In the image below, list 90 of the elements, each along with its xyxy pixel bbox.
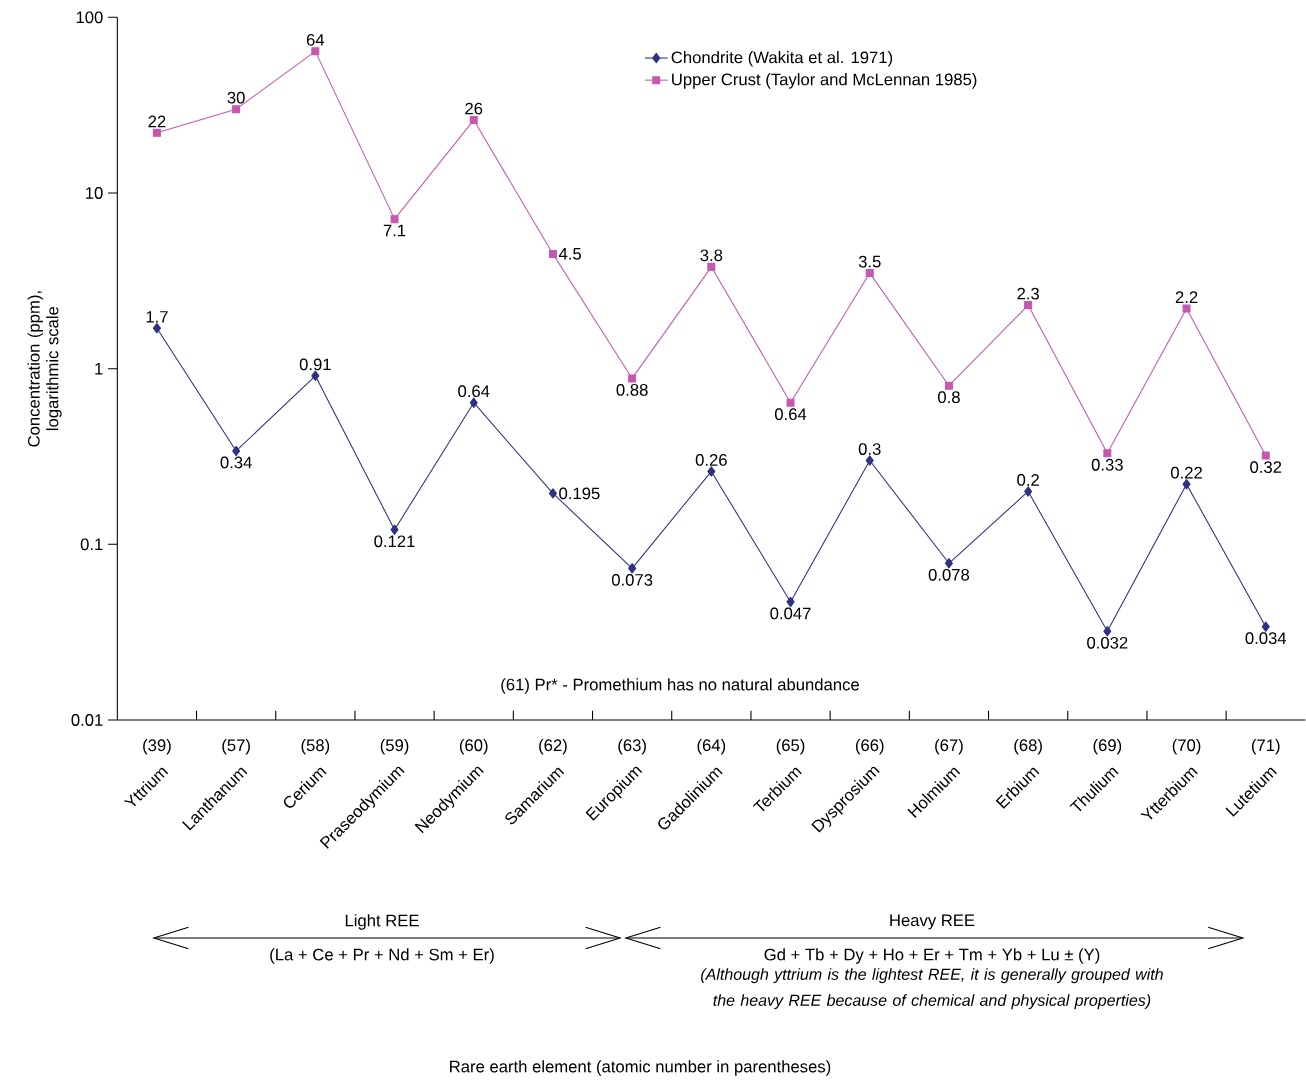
point: [1182, 478, 1191, 490]
data-label: 7.1: [383, 224, 406, 237]
point: [1182, 304, 1191, 313]
text: (65): [776, 738, 805, 755]
data-label: 0.2: [1017, 474, 1039, 486]
data-label: 0.33: [1091, 458, 1123, 471]
y-axis-title: Concentration (ppm), logarithmic scale: [27, 291, 62, 447]
data-label: 0.32: [1250, 461, 1282, 473]
data-label: 0.22: [1170, 466, 1202, 479]
point: [152, 128, 161, 137]
point: [311, 47, 320, 56]
data-label: 3.8: [700, 249, 723, 262]
point: [786, 398, 795, 407]
data-label: 0.3: [858, 443, 881, 455]
point: [1024, 486, 1033, 497]
y-tick-label: 10: [86, 187, 103, 199]
text: (La + Ce + Pr + Nd + Sm + Er): [270, 948, 494, 964]
point: [944, 558, 953, 569]
text: (57): [222, 738, 250, 755]
point: [390, 215, 399, 224]
text: Light REE: [345, 914, 419, 930]
text: (63): [618, 738, 646, 755]
data-label: 30: [227, 91, 245, 104]
y-tick-label: 100: [76, 11, 103, 24]
point: [628, 374, 637, 383]
point: [944, 381, 953, 390]
data-label: 64: [306, 33, 325, 46]
point: [628, 563, 637, 574]
data-label: 0.121: [374, 535, 415, 548]
point: [152, 322, 161, 334]
point: [1103, 449, 1112, 458]
text: (66): [855, 738, 884, 755]
text: (68): [1014, 738, 1042, 755]
point: [469, 116, 478, 125]
point: [707, 262, 716, 271]
text: (Although yttrium is the lightest REE, it is generally grouped with the heavy REE because of chemical and physical properties): [701, 968, 1163, 1010]
data-label: 2.3: [1017, 287, 1039, 300]
point: [865, 455, 874, 466]
data-label: 0.91: [299, 358, 331, 371]
point: [1261, 621, 1270, 632]
data-label: 0.88: [616, 384, 648, 396]
text: (71): [1251, 738, 1280, 755]
y-tick-label: 1: [95, 362, 103, 375]
data-label: 3.5: [858, 255, 881, 268]
data-label: 1.7: [146, 311, 168, 323]
data-label: 0.047: [770, 607, 811, 620]
data-label: 0.073: [611, 573, 653, 586]
text: Rare earth element (atomic number in parentheses): [450, 1060, 831, 1076]
data-label: 0.8: [938, 391, 960, 404]
point: [707, 466, 716, 477]
point: [311, 370, 320, 382]
data-label: 0.078: [928, 568, 970, 581]
point: [469, 397, 478, 408]
text: (58): [301, 738, 330, 755]
text: (62): [539, 738, 567, 755]
legend-label: Chondrite (Wakita et al. 1971): [671, 51, 893, 67]
text: (60): [459, 738, 488, 755]
text: Gd + Tb + Dy + Ho + Er + Tm + Yb + Lu ± (Y): [764, 948, 1100, 964]
data-label: 0.032: [1087, 636, 1128, 649]
data-label: 0.64: [774, 408, 807, 421]
text: (67): [935, 738, 963, 755]
text: (64): [697, 738, 726, 755]
data-label: 4.5: [558, 248, 582, 260]
data-label: 0.26: [695, 454, 727, 466]
data-label: 22: [148, 115, 166, 128]
point: [548, 249, 557, 258]
data-label: 0.195: [559, 487, 600, 500]
text: (70): [1172, 738, 1201, 755]
data-label: 26: [465, 102, 483, 115]
text: (39): [143, 738, 171, 755]
point: [548, 488, 557, 499]
y-tick-label: 0.1: [80, 538, 103, 551]
annotation: (61) Pr* - Promethium has no natural abundance: [501, 678, 859, 694]
data-label: 2.2: [1175, 291, 1198, 303]
text: (59): [380, 738, 409, 755]
text: Heavy REE: [890, 914, 975, 930]
legend-label: Upper Crust (Taylor and McLennan 1985): [672, 73, 977, 89]
point: [390, 524, 399, 535]
point: [786, 596, 795, 608]
y-tick-label: 0.01: [71, 714, 103, 726]
point: [232, 105, 241, 114]
point: [1261, 451, 1270, 460]
point: [865, 269, 874, 278]
point: [1103, 626, 1112, 637]
data-label: 0.34: [220, 456, 252, 469]
data-label: 0.034: [1245, 632, 1287, 645]
data-label: 0.64: [458, 385, 490, 398]
point: [232, 445, 241, 457]
text: (69): [1093, 738, 1122, 755]
point: [1024, 301, 1033, 310]
